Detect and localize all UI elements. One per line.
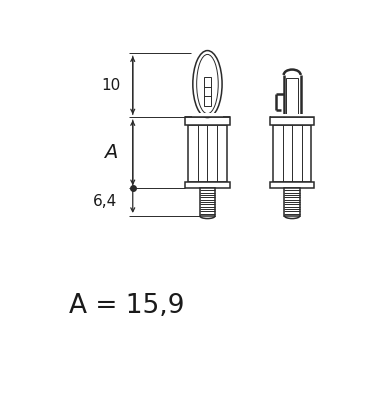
Bar — [185, 182, 230, 188]
Bar — [273, 125, 312, 182]
Text: A: A — [105, 143, 118, 162]
Text: A = 15,9: A = 15,9 — [69, 293, 184, 319]
Text: 6,4: 6,4 — [93, 194, 117, 210]
Bar — [271, 114, 314, 117]
Bar — [185, 117, 230, 125]
Bar — [192, 113, 223, 117]
Ellipse shape — [197, 54, 218, 114]
Ellipse shape — [193, 50, 222, 118]
Text: 10: 10 — [102, 78, 121, 93]
Bar — [286, 78, 298, 114]
Bar — [188, 125, 227, 182]
Bar — [270, 117, 314, 125]
Bar — [204, 77, 211, 106]
Bar — [284, 188, 300, 216]
Bar — [270, 182, 314, 188]
Bar — [200, 188, 215, 216]
